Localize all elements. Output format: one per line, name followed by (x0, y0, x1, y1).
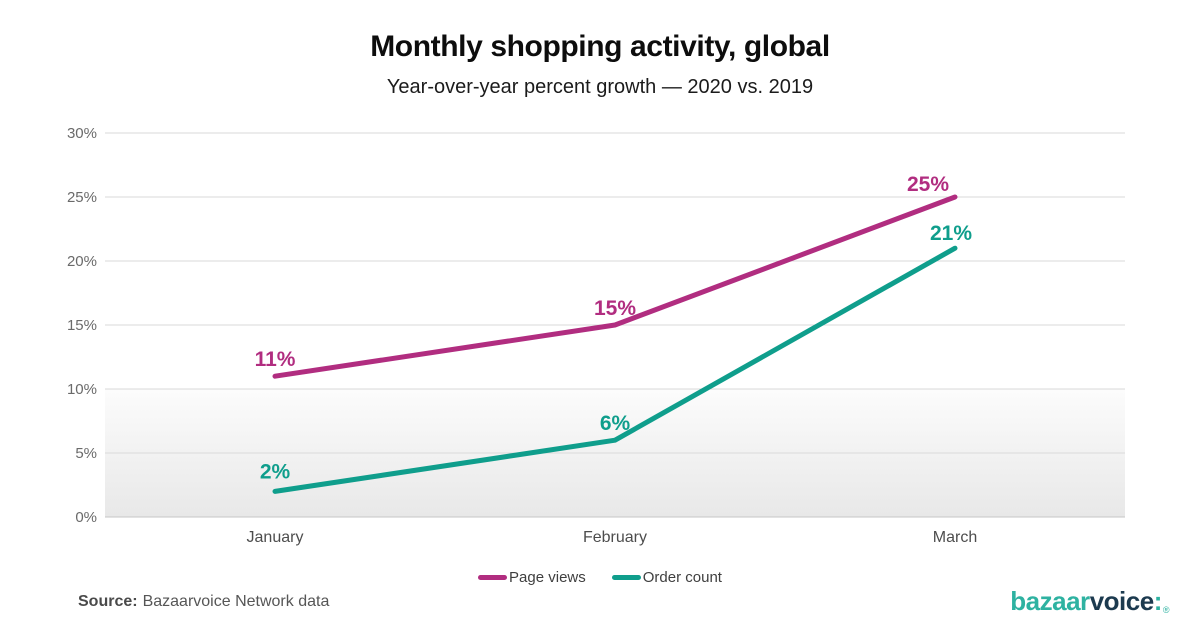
y-tick-label: 25% (67, 189, 97, 206)
source-note: Source: Bazaarvoice Network data (78, 593, 329, 611)
legend-label-order-count: Order count (642, 569, 722, 586)
bazaarvoice-logo: bazaarvoice:® (1010, 587, 1169, 621)
source-label: Source: (78, 593, 138, 610)
registered-mark-icon: ® (1162, 605, 1170, 615)
data-label-15%: 15% (594, 297, 636, 320)
y-tick-label: 20% (67, 253, 97, 270)
series-line-page-views (272, 194, 958, 379)
chart-subtitle: Year-over-year percent growth — 2020 vs.… (386, 76, 814, 98)
legend-label-page-views: Page views (509, 569, 586, 586)
legend-swatch-order-count-icon (611, 575, 641, 580)
logo-voice: voice (1089, 586, 1155, 616)
y-tick-label: 5% (75, 445, 97, 462)
data-label-11%: 11% (255, 348, 296, 371)
x-axis-label-january: January (247, 529, 304, 546)
x-axis-label-february: February (583, 529, 647, 546)
legend-swatch-page-views-icon (478, 575, 508, 580)
data-label-25%: 25% (907, 173, 949, 196)
x-axis-label-march: March (933, 529, 977, 546)
legend-item-order-count: Order count (611, 569, 722, 586)
source-text: Bazaarvoice Network data (142, 593, 330, 610)
y-tick-label: 0% (75, 509, 97, 526)
legend: Page views Order count (0, 569, 1200, 586)
series-line-order-count (272, 245, 958, 494)
y-tick-label: 30% (67, 125, 97, 142)
legend-item-page-views: Page views (478, 569, 586, 586)
y-tick-label: 15% (67, 317, 97, 334)
chart-title: Monthly shopping activity, global (370, 30, 830, 63)
data-label-21%: 21% (930, 222, 972, 245)
logo-colon: : (1153, 586, 1163, 616)
data-label-2%: 2% (260, 460, 291, 483)
data-label-6%: 6% (600, 412, 631, 435)
y-tick-label: 10% (67, 381, 97, 398)
logo-bazaar: bazaar (1010, 586, 1090, 616)
